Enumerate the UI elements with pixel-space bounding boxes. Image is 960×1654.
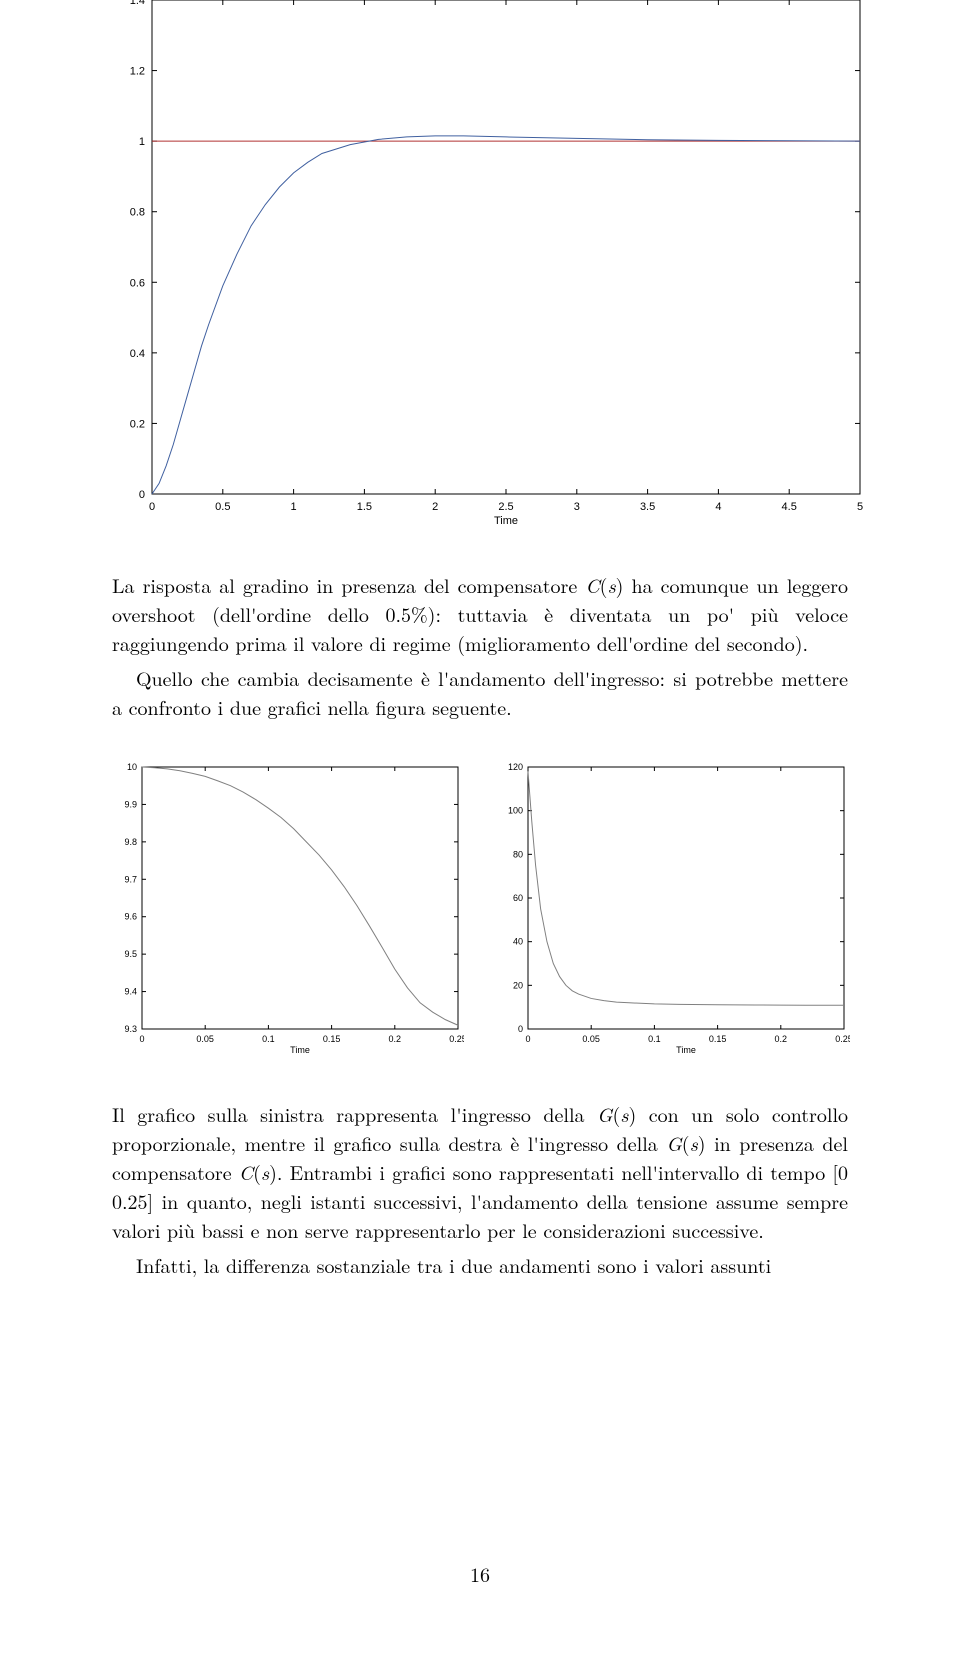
svg-text:9.8: 9.8 bbox=[124, 837, 137, 847]
svg-text:40: 40 bbox=[513, 937, 523, 947]
svg-text:0.6: 0.6 bbox=[130, 277, 145, 289]
svg-text:60: 60 bbox=[513, 893, 523, 903]
svg-text:0.15: 0.15 bbox=[709, 1034, 727, 1044]
svg-text:0: 0 bbox=[149, 501, 155, 513]
paragraph-2: Il grafico sulla sinistra rappresenta l'… bbox=[112, 1099, 848, 1279]
svg-text:0.8: 0.8 bbox=[130, 207, 145, 219]
chart-input-right: 0 0.05 0.1 0.15 0.2 0.25 0 20 40 60 80 100 120 Time bbox=[498, 761, 850, 1059]
svg-text:4.5: 4.5 bbox=[782, 501, 797, 513]
svg-text:0.1: 0.1 bbox=[262, 1034, 275, 1044]
svg-text:1.2: 1.2 bbox=[130, 66, 145, 78]
svg-text:4: 4 bbox=[715, 501, 721, 513]
svg-text:0.25: 0.25 bbox=[449, 1034, 464, 1044]
svg-text:0.25: 0.25 bbox=[835, 1034, 850, 1044]
svg-text:3.5: 3.5 bbox=[640, 501, 655, 513]
svg-text:Time: Time bbox=[494, 515, 518, 527]
svg-text:0.5: 0.5 bbox=[215, 501, 230, 513]
svg-text:9.7: 9.7 bbox=[124, 874, 137, 884]
svg-text:0.2: 0.2 bbox=[130, 418, 145, 430]
svg-text:9.5: 9.5 bbox=[124, 949, 137, 959]
svg-text:1: 1 bbox=[291, 501, 297, 513]
svg-text:5: 5 bbox=[857, 501, 863, 513]
svg-text:9.9: 9.9 bbox=[124, 799, 137, 809]
svg-text:1.5: 1.5 bbox=[357, 501, 372, 513]
svg-text:Time: Time bbox=[290, 1045, 310, 1055]
svg-text:0: 0 bbox=[518, 1024, 523, 1034]
page-number: 16 bbox=[0, 1559, 960, 1588]
svg-text:0.4: 0.4 bbox=[130, 348, 145, 360]
svg-text:2: 2 bbox=[432, 501, 438, 513]
svg-text:20: 20 bbox=[513, 980, 523, 990]
svg-text:1: 1 bbox=[139, 136, 145, 148]
svg-text:120: 120 bbox=[508, 762, 523, 772]
svg-text:100: 100 bbox=[508, 806, 523, 816]
svg-text:3: 3 bbox=[574, 501, 580, 513]
svg-text:10: 10 bbox=[127, 762, 137, 772]
svg-text:0: 0 bbox=[525, 1034, 530, 1044]
charts-row: 0 0.05 0.1 0.15 0.2 0.25 9.3 9.4 9.5 9.6 9.7 9.8 9.9… bbox=[112, 761, 848, 1059]
svg-text:0.2: 0.2 bbox=[389, 1034, 402, 1044]
svg-text:9.6: 9.6 bbox=[124, 912, 137, 922]
chart-step-response: 00.511.522.533.544.5500.20.40.60.811.21.… bbox=[114, 0, 848, 534]
svg-text:80: 80 bbox=[513, 849, 523, 859]
svg-text:9.3: 9.3 bbox=[124, 1024, 137, 1034]
svg-text:0.05: 0.05 bbox=[582, 1034, 600, 1044]
svg-text:0.05: 0.05 bbox=[196, 1034, 214, 1044]
svg-text:0.2: 0.2 bbox=[775, 1034, 788, 1044]
chart-input-left: 0 0.05 0.1 0.15 0.2 0.25 9.3 9.4 9.5 9.6 9.7 9.8 9.9… bbox=[112, 761, 464, 1059]
svg-text:1.4: 1.4 bbox=[130, 0, 145, 7]
svg-text:Time: Time bbox=[676, 1045, 696, 1055]
svg-text:9.4: 9.4 bbox=[124, 987, 137, 997]
svg-text:0.15: 0.15 bbox=[323, 1034, 341, 1044]
svg-text:2.5: 2.5 bbox=[498, 501, 513, 513]
svg-text:0.1: 0.1 bbox=[648, 1034, 661, 1044]
paragraph-1: La risposta al gradino in presenza del c… bbox=[112, 570, 848, 721]
svg-text:0: 0 bbox=[139, 1034, 144, 1044]
svg-text:0: 0 bbox=[139, 489, 145, 501]
